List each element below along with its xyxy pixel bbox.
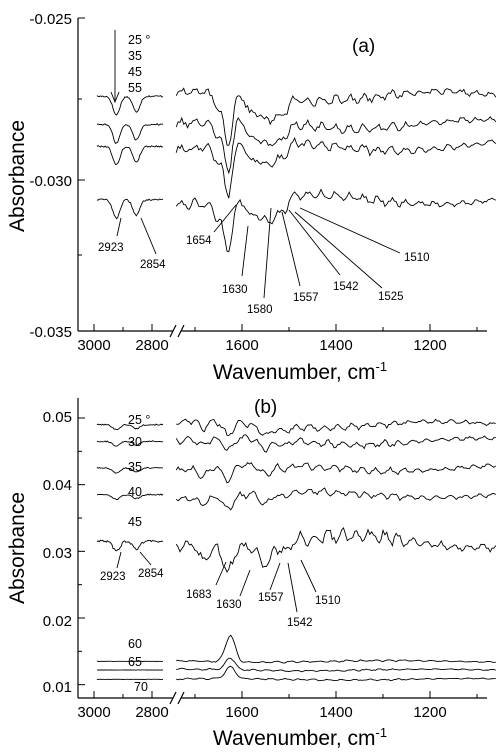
panel-a-series-3: [96, 136, 497, 199]
panel-a-temp-55: 55: [128, 81, 142, 95]
panel-b-ann-1510: 1510: [315, 595, 341, 607]
panel-a-axis-break: [169, 324, 185, 338]
panel-b-temp-45: 45: [128, 515, 142, 529]
panel-a-ann-1654: 1654: [186, 235, 212, 247]
panel-b-xlabel-text: Wavenumber, cm: [213, 727, 376, 750]
panel-b-temp-25: 25 °: [128, 413, 150, 427]
panel-a-xtick-label-1200: 1200: [413, 337, 446, 354]
panel-a-xtick-label-2800: 2800: [135, 337, 168, 354]
panel-a-arrow-1630: [241, 225, 249, 277]
panel-b-xticks: [93, 691, 478, 698]
panel-a-ann-1630: 1630: [222, 284, 248, 296]
panel-a-arrow-1510: [299, 207, 401, 254]
panel-b-xlabel-sup: -1: [376, 725, 388, 740]
panel-a: -0.025 -0.030 -0.035 3000 2800 1600 1400…: [6, 11, 497, 384]
panel-b-arrow-2923: [116, 551, 122, 569]
panel-a-xlabel-sup: -1: [376, 359, 388, 374]
panel-a-traces: [96, 87, 497, 253]
panel-a-annotations: 2923 2854 1654 1630 1580 1557 1542 1525 …: [98, 204, 430, 316]
panel-a-ytick-label-3: -0.035: [29, 324, 72, 341]
panel-a-ytick-label-2: -0.030: [29, 173, 72, 190]
panel-b-arrow-2854: [139, 551, 152, 566]
panel-a-ytick-label-1: -0.025: [29, 11, 72, 28]
panel-a-temp-35: 35: [128, 49, 142, 63]
panel-b-series-8: [96, 665, 496, 682]
panel-b-traces: [96, 418, 497, 682]
panel-b-ytick-label-1: 0.05: [43, 409, 72, 426]
panel-a-series-2: [96, 115, 497, 175]
panel-b-series-3: [96, 461, 497, 484]
panel-a-ann-1580: 1580: [247, 304, 273, 316]
panel-a-ann-2854: 2854: [140, 259, 166, 271]
panel-b-label: (b): [254, 397, 277, 418]
panel-b-yticks: [78, 417, 85, 686]
panel-b-ytick-label-5: 0.01: [43, 679, 72, 696]
panel-b-xtick-label-1600: 1600: [225, 704, 258, 721]
panel-a-arrow-2923: [116, 217, 122, 237]
panel-a-ann-2923: 2923: [98, 242, 124, 254]
panel-b-ytick-label-4: 0.02: [43, 613, 72, 630]
panel-a-xtick-label-1400: 1400: [319, 337, 352, 354]
panel-a-series-4: [96, 188, 496, 253]
panel-b-temp-60: 60: [128, 637, 142, 651]
panel-a-xlabel: Wavenumber, cm-1: [213, 359, 387, 384]
panel-b-ytick-label-2: 0.04: [43, 477, 72, 494]
panel-b-ann-2923: 2923: [100, 571, 126, 583]
panel-b-ann-1683: 1683: [186, 589, 212, 601]
panel-a-ann-1525: 1525: [378, 291, 404, 303]
panel-b-ann-2854: 2854: [138, 568, 164, 580]
panel-a-temp-arrow: [110, 30, 120, 104]
panel-b-ann-1542: 1542: [287, 617, 313, 629]
panel-a-arrow-2854: [140, 217, 157, 255]
panel-b-ylabel: Absorbance: [6, 492, 29, 604]
panel-a-ann-1542: 1542: [333, 281, 359, 293]
panel-a-xlabel-text: Wavenumber, cm: [213, 361, 376, 384]
panel-a-xtick-label-1600: 1600: [225, 337, 258, 354]
panel-a-xticks: [93, 324, 478, 331]
panel-b-ytick-label-3: 0.03: [43, 545, 72, 562]
panel-a-series-1: [96, 87, 497, 146]
panel-b-arrow-1630: [239, 569, 251, 597]
panel-b-arrow-1683: [215, 561, 227, 586]
panel-b-series-6: [96, 634, 496, 664]
panel-b-temp-35: 35: [128, 460, 142, 474]
panel-b-xtick-label-2800: 2800: [135, 704, 168, 721]
panel-b-series-5: [96, 526, 497, 573]
panel-a-temp-25: 25 °: [128, 33, 150, 47]
panel-a-arrow-1557: [281, 211, 301, 287]
panel-b-xlabel: Wavenumber, cm-1: [213, 725, 387, 750]
panel-a-ann-1557: 1557: [293, 292, 319, 304]
panel-b-ann-1557: 1557: [258, 592, 284, 604]
panel-b-series-7: [96, 657, 496, 673]
panel-b-series-1: [96, 418, 496, 436]
panel-a-arrow-1542: [288, 209, 341, 276]
panel-b-temp-65: 65: [128, 655, 142, 669]
panel-a-arrow-1580: [263, 207, 272, 299]
panel-a-temp-45: 45: [128, 65, 142, 79]
panel-a-xtick-label-3000: 3000: [77, 337, 110, 354]
panel-b-arrow-1542: [287, 562, 298, 613]
panel-b-xtick-label-1400: 1400: [319, 704, 352, 721]
panel-b-series-4: [96, 487, 497, 511]
panel-b-temp-30: 30: [128, 435, 142, 449]
panel-a-label: (a): [352, 36, 375, 57]
panel-b-temp-40: 40: [128, 485, 142, 499]
panel-b-axis-break: [169, 691, 185, 705]
panel-a-arrow-1654: [213, 204, 237, 233]
panel-b-arrow-1510: [300, 559, 317, 593]
panel-b-temp-70: 70: [134, 680, 148, 694]
panel-a-arrow-1525: [294, 211, 383, 289]
panel-b-series-2: [96, 434, 496, 453]
panel-b: 0.05 0.04 0.03 0.02 0.01 3000 2800 1600 …: [6, 397, 497, 750]
panel-b-xtick-label-3000: 3000: [77, 704, 110, 721]
panel-a-ylabel: Absorbance: [6, 120, 29, 232]
panel-b-arrow-1557: [269, 562, 281, 591]
panel-a-ann-1510: 1510: [404, 252, 430, 264]
panel-b-annotations: 2923 2854 1683 1630 1557 1542 1510: [100, 551, 341, 629]
panel-b-ann-1630: 1630: [216, 599, 242, 611]
panel-b-xtick-label-1200: 1200: [413, 704, 446, 721]
